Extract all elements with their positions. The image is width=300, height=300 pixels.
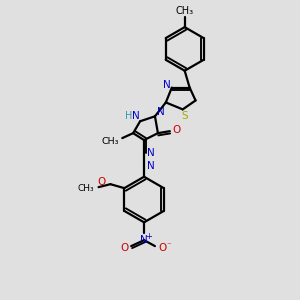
Text: N: N [157,107,165,117]
Text: H: H [124,111,132,121]
Text: O: O [172,125,181,135]
Text: N: N [140,235,148,245]
Text: N: N [147,161,155,171]
Text: ⁻: ⁻ [167,242,171,250]
Text: O: O [120,243,128,253]
Text: CH₃: CH₃ [77,184,94,193]
Text: S: S [182,111,188,121]
Text: N: N [163,80,171,90]
Text: O: O [98,177,106,187]
Text: O: O [159,243,167,253]
Text: N: N [147,148,155,158]
Text: +: + [146,232,152,241]
Text: N: N [132,111,140,121]
Text: CH₃: CH₃ [102,136,119,146]
Text: CH₃: CH₃ [176,6,194,16]
